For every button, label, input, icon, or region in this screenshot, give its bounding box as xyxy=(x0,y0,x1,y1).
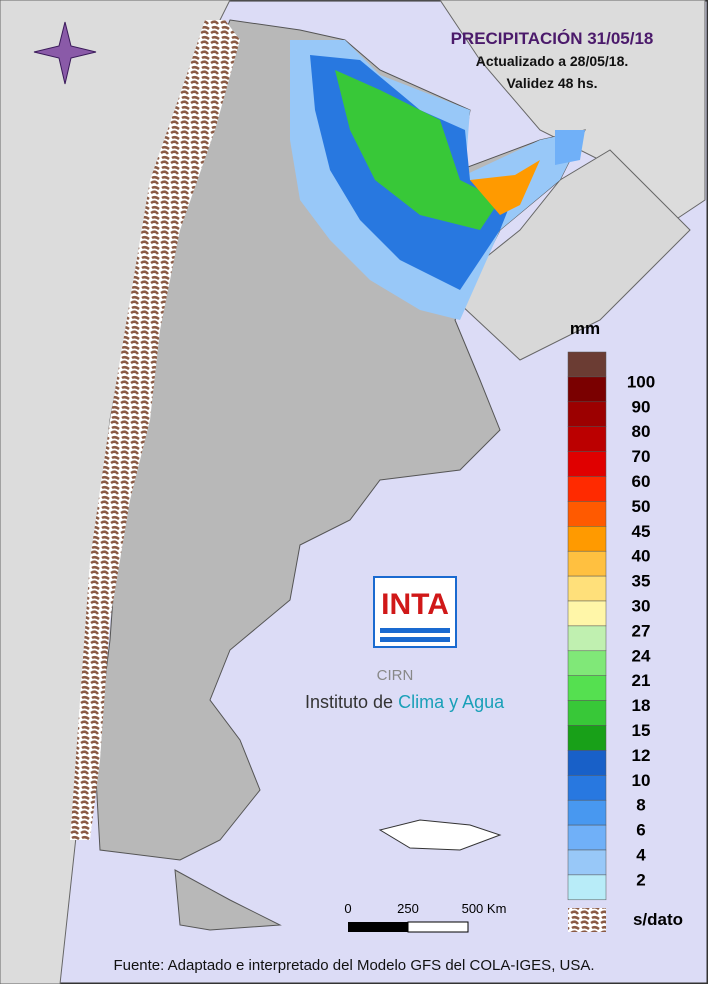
legend-label: 30 xyxy=(632,596,651,615)
legend-swatch xyxy=(567,725,607,751)
legend-swatch xyxy=(567,849,607,876)
scale-labels: 0 250 500 Km xyxy=(344,901,506,916)
legend-label: 8 xyxy=(636,796,645,815)
legend-label: 80 xyxy=(632,422,651,441)
legend-label: 2 xyxy=(636,870,645,889)
logo-name: Instituto de Clima y Agua xyxy=(305,692,505,712)
logo-stripe xyxy=(380,628,450,633)
no-data-swatch xyxy=(568,908,606,932)
legend-swatch xyxy=(567,575,607,602)
validity-note: Validez 48 hs. xyxy=(506,75,597,91)
legend-label: 35 xyxy=(632,572,651,591)
legend-swatch xyxy=(567,874,607,901)
legend-label: 18 xyxy=(632,696,651,715)
legend-swatch xyxy=(567,600,607,627)
legend-swatch xyxy=(567,700,607,726)
legend-swatch xyxy=(567,376,607,403)
uruguay-brazil-land xyxy=(444,149,691,361)
logo-stripe xyxy=(380,637,450,642)
legend-label: 90 xyxy=(632,397,651,416)
precip-coast xyxy=(555,130,585,165)
legend-label: 50 xyxy=(632,497,651,516)
legend-swatch xyxy=(567,501,607,527)
scale-label: 250 xyxy=(397,901,419,916)
legend-label: 6 xyxy=(636,821,645,840)
legend-swatch xyxy=(567,799,607,826)
legend-swatch xyxy=(567,426,607,452)
legend-label: 70 xyxy=(632,447,651,466)
no-data-area xyxy=(70,20,240,840)
logo-name-colored: Clima y Agua xyxy=(398,692,505,712)
logo-acronym: INTA xyxy=(381,588,449,621)
legend-label: 21 xyxy=(632,671,651,690)
tierra-del-fuego xyxy=(174,869,282,931)
legend-label: 24 xyxy=(632,646,651,665)
legend-swatch xyxy=(567,351,607,378)
no-data-label: s/dato xyxy=(633,910,683,929)
logo-box xyxy=(373,576,457,648)
legend-label: 45 xyxy=(632,522,651,541)
legend: 100 90 80 70 60 50 45 40 35 30 27 24 21 18 15 12 10 8 6 4 2 xyxy=(567,351,655,901)
compass-rose xyxy=(33,21,97,85)
legend-label: 40 xyxy=(632,547,651,566)
legend-swatch xyxy=(567,451,607,477)
precip-heavy xyxy=(335,70,500,230)
malvinas xyxy=(378,819,502,851)
legend-label: 100 xyxy=(627,372,655,391)
legend-unit: mm xyxy=(570,319,600,338)
scale-label: 0 xyxy=(344,901,351,916)
legend-swatch xyxy=(567,526,607,552)
legend-label: 12 xyxy=(632,746,651,765)
legend-swatch xyxy=(567,476,607,502)
legend-swatch xyxy=(567,550,607,577)
legend-label: 60 xyxy=(632,472,651,491)
precip-max xyxy=(470,160,540,215)
logo-name-plain: Instituto de xyxy=(305,692,393,712)
legend-label: 10 xyxy=(632,771,651,790)
updated-note: Actualizado a 28/05/18. xyxy=(476,53,629,69)
scale-bar xyxy=(348,922,408,932)
legend-swatch xyxy=(567,625,607,652)
legend-swatch xyxy=(567,401,607,427)
logo-center: CIRN xyxy=(377,667,414,684)
legend-label: 4 xyxy=(636,845,646,864)
legend-label: 27 xyxy=(632,621,651,640)
legend-swatch xyxy=(567,675,607,701)
legend-label: 15 xyxy=(632,721,651,740)
legend-swatch xyxy=(567,775,607,801)
scale-bar xyxy=(407,921,469,933)
map-title: PRECIPITACIÓN 31/05/18 xyxy=(451,29,654,48)
scale-label: 500 Km xyxy=(462,901,507,916)
legend-swatch xyxy=(567,824,607,851)
legend-swatch xyxy=(567,750,607,776)
legend-swatch xyxy=(567,650,607,676)
source-note: Fuente: Adaptado e interpretado del Mode… xyxy=(113,957,594,974)
